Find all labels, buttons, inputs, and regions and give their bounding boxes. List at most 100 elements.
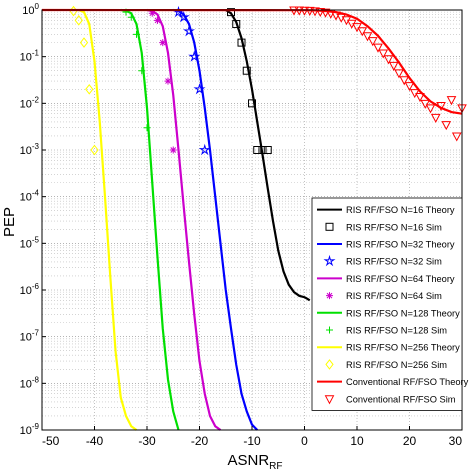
data-point [420, 99, 431, 109]
data-point [164, 77, 172, 85]
data-point [242, 66, 251, 75]
data-point [127, 13, 135, 21]
data-point [198, 143, 211, 156]
data-point [451, 132, 462, 142]
data-point [182, 24, 196, 37]
data-point [378, 49, 389, 59]
series-ris-rf-fso-n-16-theory [225, 9, 311, 302]
series-ris-rf-fso-n-128-theory [120, 8, 180, 431]
data-point [357, 27, 368, 37]
series-line [146, 8, 222, 431]
data-point [85, 83, 94, 95]
legend-label: RIS RF/FSO N=16 Sim [346, 222, 442, 232]
data-point [154, 16, 161, 24]
y-tick-label: 10-6 [20, 282, 40, 297]
series-line [78, 8, 138, 431]
legend-label: RIS RF/FSO N=128 Theory [346, 308, 460, 318]
legend-entry: RIS RF/FSO N=64 Theory [317, 274, 455, 284]
data-point [373, 43, 383, 53]
legend-swatch [324, 395, 335, 405]
data-point [383, 55, 394, 65]
data-point [90, 144, 99, 156]
data-point [320, 8, 331, 18]
x-tick-label: 30 [449, 434, 463, 448]
data-point [138, 67, 146, 75]
data-point [399, 76, 410, 86]
data-point [362, 32, 373, 42]
series-ris-rf-fso-n-16-sim [227, 8, 272, 154]
data-point [248, 99, 256, 108]
legend-label: Conventional RF/FSO Sim [346, 394, 456, 404]
data-point [294, 6, 305, 16]
series-line [225, 9, 311, 302]
y-tick-label: 10-7 [20, 329, 40, 344]
y-tick-label: 10-9 [20, 422, 40, 437]
data-point [143, 124, 151, 132]
data-point [299, 6, 310, 16]
legend-entry: RIS RF/FSO N=16 Sim [325, 222, 442, 232]
series-line [173, 8, 259, 431]
data-point [263, 146, 272, 154]
axis-ticks: -50 -40 -30 -20 -10 0 10 20 30 100 10-1 10-2 10-3 10-… [20, 2, 463, 448]
legend-entry: RIS RF/FSO N=16 Theory [317, 205, 455, 215]
x-tick-label: -20 [191, 434, 209, 448]
x-tick-label: -50 [42, 434, 60, 448]
data-point [253, 146, 262, 154]
x-tick-label: -10 [243, 434, 261, 448]
data-point [188, 50, 201, 62]
data-point [177, 10, 190, 23]
y-tick-label: 10-3 [20, 142, 40, 157]
data-point [394, 69, 404, 79]
x-tick-label: -30 [138, 434, 156, 448]
series-conventional-rf-fso-sim [289, 6, 467, 142]
data-point [258, 146, 267, 154]
data-point [310, 7, 320, 17]
legend-entry: RIS RF/FSO N=128 Sim [326, 326, 447, 336]
legend-box [311, 197, 463, 411]
data-point [367, 37, 378, 47]
data-point [441, 121, 452, 131]
data-point [304, 6, 315, 16]
legend-entry: Conventional RF/FSO Theory [317, 377, 469, 387]
data-point [237, 38, 246, 47]
y-tick-label: 100 [22, 2, 39, 17]
legend-label: RIS RF/FSO N=64 Theory [346, 274, 455, 284]
data-point [425, 104, 436, 114]
legend-swatch [325, 222, 334, 231]
series-ris-rf-fso-n-64-sim [148, 9, 177, 154]
legend-swatch [323, 254, 336, 267]
y-axis-label: PEP [1, 207, 18, 237]
x-axis-label-sub: RF [269, 461, 282, 472]
x-axis-label-main: ASNR [227, 452, 269, 469]
data-point [404, 82, 415, 92]
data-point [436, 101, 446, 112]
data-point [193, 82, 206, 95]
y-tick-label: 10-5 [20, 235, 40, 250]
legend-label: RIS RF/FSO N=128 Sim [346, 326, 447, 336]
legend-label: RIS RF/FSO N=32 Theory [346, 240, 455, 250]
data-point [133, 30, 140, 38]
x-tick-label: 20 [403, 434, 417, 448]
y-tick-label: 10-2 [20, 95, 40, 110]
legend-swatch [326, 292, 333, 300]
x-axis-label: ASNRRF [227, 452, 282, 472]
data-point [315, 7, 326, 18]
data-point [148, 9, 156, 17]
legend-entry: RIS RF/FSO N=32 Theory [317, 240, 455, 250]
data-point [159, 39, 167, 47]
data-point [232, 20, 241, 29]
data-point [430, 113, 441, 123]
legend-label: RIS RF/FSO N=256 Sim [346, 360, 447, 370]
data-point [388, 61, 399, 71]
legend: RIS RF/FSO N=16 Theory RIS RF/FSO N=16 Si… [311, 197, 469, 411]
legend-label: Conventional RF/FSO Theory [346, 377, 469, 387]
legend-swatch [325, 359, 334, 370]
data-point [446, 96, 457, 106]
legend-label: RIS RF/FSO N=64 Sim [346, 291, 442, 301]
x-tick-label: -40 [86, 434, 104, 448]
y-tick-label: 10-4 [20, 189, 40, 204]
series-layer [41, 5, 467, 431]
series-ris-rf-fso-n-64-theory [146, 8, 222, 431]
legend-label: RIS RF/FSO N=256 Theory [346, 343, 460, 353]
